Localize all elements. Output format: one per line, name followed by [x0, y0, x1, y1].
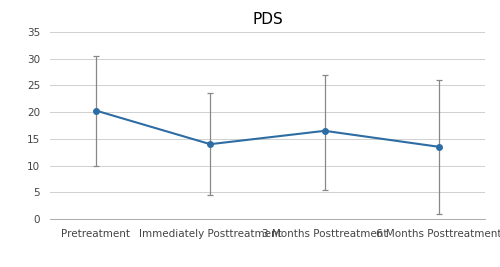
Title: PDS: PDS [252, 12, 283, 27]
